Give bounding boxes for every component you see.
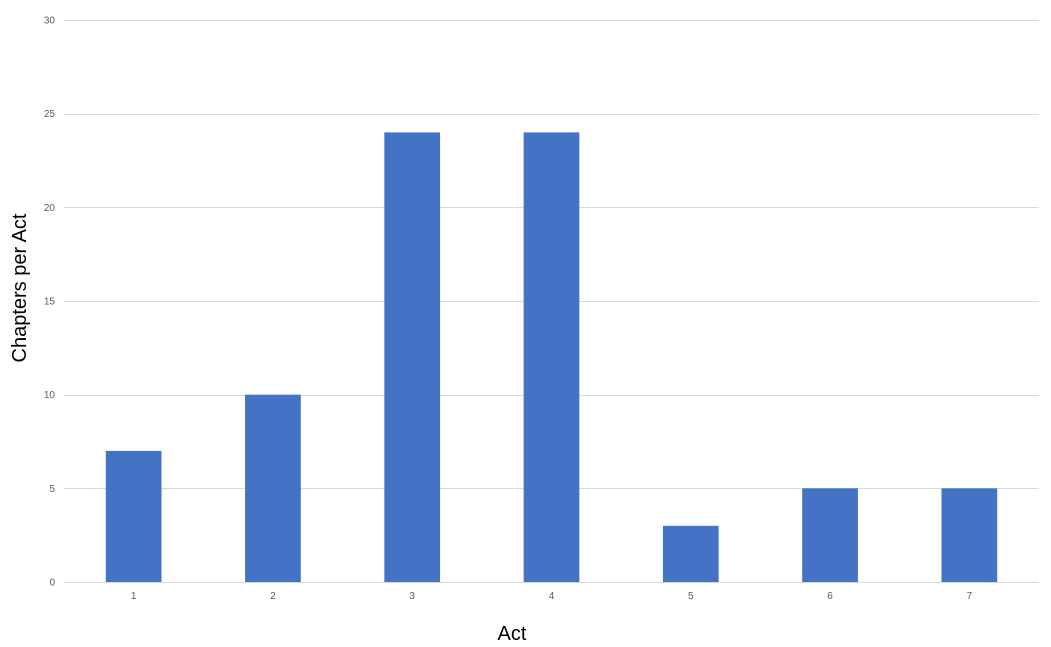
x-axis-ticks: 1 2 3 4 5 6 7 [131,591,973,602]
x-tick-label: 2 [270,591,276,602]
y-tick-label: 25 [44,109,56,120]
x-tick-label: 3 [409,591,415,602]
x-tick-label: 6 [827,591,833,602]
bar [245,394,301,582]
y-axis-ticks: 0 5 10 15 20 25 30 [44,16,56,589]
y-tick-label: 10 [44,390,56,401]
y-tick-label: 30 [44,16,56,27]
bar [802,488,858,582]
y-tick-label: 15 [44,297,56,308]
x-tick-label: 1 [131,591,137,602]
y-tick-label: 5 [49,484,55,495]
y-tick-label: 0 [49,578,55,589]
bars [105,132,998,582]
y-axis-title: Chapters per Act [9,213,31,362]
x-tick-label: 7 [967,591,973,602]
x-tick-label: 4 [549,591,555,602]
x-tick-label: 5 [688,591,694,602]
bar [941,488,998,582]
bar [523,132,580,582]
x-axis-title: Act [498,623,527,645]
bar [105,450,162,582]
y-tick-label: 20 [44,203,56,214]
bar [384,132,441,582]
bar [662,525,719,582]
